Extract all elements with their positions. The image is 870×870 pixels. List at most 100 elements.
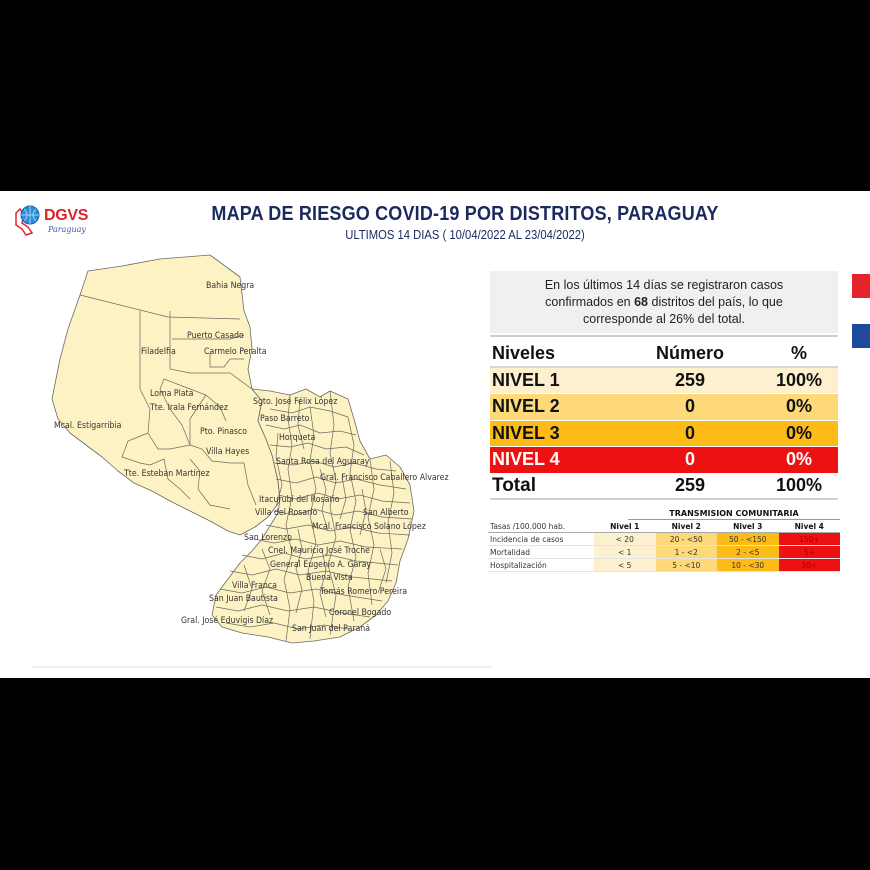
district-label: San Juan del Paraná [292,624,371,634]
transmision-row-hospitalizacion: Hospitalización < 5 5 - <10 10 - <30 30+ [488,559,840,572]
district-label: Gral. José Eduvigis Díaz [181,616,274,626]
summary-text: distritos del país, lo que [648,295,783,309]
level-name: NIVEL 1 [492,369,560,390]
threshold-cell: 20 - <50 [655,533,717,545]
district-label: Itacurubí del Rosario [259,495,340,505]
header-numero: Número [655,342,724,363]
level-percent: 100% [775,369,823,390]
district-label: Tte. Irala Fernández [150,403,228,413]
transmision-comunitaria-table: TRANSMISION COMUNITARIA Tasas /100.000 h… [488,509,840,572]
flag-red-stripe [852,274,870,298]
threshold-cell: < 20 [594,533,656,545]
nivel-3-header: Nivel 3 [733,521,763,531]
district-label: Villa Hayes [206,447,250,457]
divider [490,335,838,337]
levels-table: Niveles Número % NIVEL 1 259 100% NIVEL … [490,341,838,500]
threshold-cell: 5+ [778,546,840,558]
district-label: Carmelo Peralta [204,347,267,357]
level-row-4: NIVEL 4 0 0% [490,447,838,474]
district-label: Filadelfia [141,347,176,357]
level-percent: 0% [785,396,812,417]
level-count: 0 [684,422,695,443]
district-label: Sgto. José Félix López [253,397,338,407]
level-name: NIVEL 2 [492,396,560,417]
total-label: Total [492,474,536,496]
rates-header: Tasas /100.000 hab. [490,521,566,531]
threshold-cell: < 1 [594,546,656,558]
row-label: Incidencia de casos [490,534,564,544]
nivel-2-header: Nivel 2 [671,521,701,531]
district-label: Tomás Romero Pereira [320,587,408,597]
district-label: Pto. Pinasco [200,427,248,437]
map-shape [51,254,415,644]
nivel-4-header: Nivel 4 [794,521,824,531]
paraguay-district-map: Bahia Negra Puerto Casado Carmelo Peralta F… [30,249,480,659]
district-label: Loma Plata [150,389,194,399]
row-label: Hospitalización [490,560,547,570]
level-row-3: NIVEL 3 0 0% [490,420,838,447]
district-label: Mcal. Francisco Solano López [312,522,426,532]
header-niveles: Niveles [492,342,556,363]
district-label: Mcal. Estigarribia [54,421,122,431]
level-total-row: Total 259 100% [490,473,838,500]
district-label: General Eugenio A. Garay [270,560,372,570]
level-row-2: NIVEL 2 0 0% [490,394,838,421]
nivel-1-header: Nivel 1 [610,521,640,531]
district-label: Villa Franca [232,581,277,591]
threshold-cell: 2 - <5 [717,546,779,558]
district-label: Cnel. Mauricio José Troche [268,546,370,556]
district-label: San Alberto [363,508,409,518]
threshold-cell: < 5 [594,559,656,571]
district-label: Villa del Rosario [255,508,318,518]
flag-blue-stripe [852,324,870,348]
transmision-row-incidencia: Incidencia de casos < 20 20 - <50 50 - <… [488,533,840,546]
threshold-cell: 5 - <10 [655,559,717,571]
levels-table-header: Niveles Número % [490,341,838,368]
threshold-cell: 50 - <150 [717,533,779,545]
level-count: 0 [684,396,695,417]
page-subtitle: ULTIMOS 14 DIAS ( 10/04/2022 AL 23/04/20… [345,228,585,242]
threshold-cell: 30+ [778,559,840,571]
level-name: NIVEL 3 [492,422,560,443]
summary-line-1: En los últimos 14 días se registraron ca… [544,278,784,292]
district-label: Puerto Casado [187,331,244,341]
summary-box: En los últimos 14 días se registraron ca… [490,271,838,333]
page-title: MAPA DE RIESGO COVID-19 POR DISTRITOS, P… [211,203,719,225]
divider [32,666,492,668]
district-label: Santa Rosa del Aguaray [276,457,370,467]
district-label: San Juan Bautista [209,594,278,604]
transmision-row-mortalidad: Mortalidad < 1 1 - <2 2 - <5 5+ [488,546,840,559]
district-label: San Lorenzo [244,533,292,543]
district-label: Buena Vista [306,573,353,583]
summary-text: confirmados en [545,295,635,309]
threshold-cell: 10 - <30 [717,559,779,571]
level-row-1: NIVEL 1 259 100% [490,367,838,394]
total-count: 259 [674,475,706,496]
transmision-header: Tasas /100.000 hab. Nivel 1 Nivel 2 Nive… [488,520,840,533]
threshold-cell: 1 - <2 [655,546,717,558]
total-percent: 100% [775,475,823,496]
level-count: 259 [674,369,706,390]
threshold-cell: 150+ [778,533,840,545]
summary-line-3: corresponde al 26% del total. [583,312,745,326]
level-percent: 0% [785,449,812,470]
logo-subtext: Paraguay [48,225,86,234]
district-label: Paso Barreto [260,414,310,424]
transmision-title: TRANSMISION COMUNITARIA [628,509,840,520]
level-percent: 0% [785,422,812,443]
slide: DGVS Paraguay MAPA DE RIESGO COVID-19 PO… [0,191,870,678]
district-label: Tte. Esteban Martínez [124,469,210,479]
dgvs-logo: DGVS Paraguay [12,203,102,239]
row-label: Mortalidad [490,547,530,557]
level-name: NIVEL 4 [492,449,560,470]
district-label: Horqueta [279,433,316,443]
districts-count: 68 [634,295,649,309]
level-count: 0 [684,449,695,470]
district-label: Gral. Francisco Caballero Alvarez [320,473,449,483]
globe-map-icon [15,205,40,236]
summary-line-2: confirmados en 68 distritos del país, lo… [490,294,838,311]
logo-text: DGVS [44,207,89,224]
header-percent: % [790,342,807,363]
district-label: Coronel Bogado [329,608,392,618]
district-label: Bahia Negra [206,281,255,291]
